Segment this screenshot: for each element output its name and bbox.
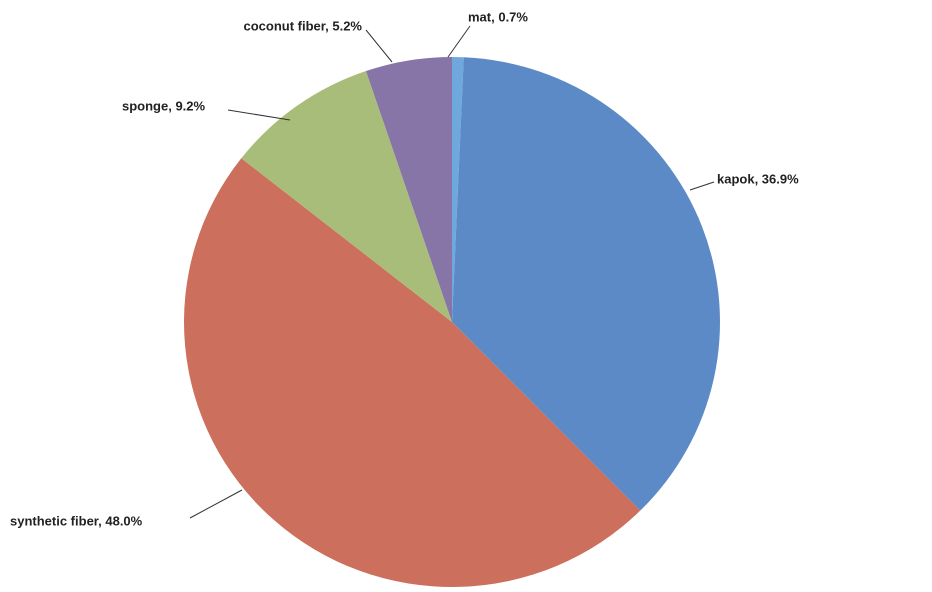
chart: mat, 0.7% kapok, 36.9% synthetic fiber, 48… [0, 0, 932, 592]
data-label: kapok, 36.9% [717, 171, 799, 186]
leader-line [448, 26, 470, 57]
data-label: mat, 0.7% [468, 9, 528, 24]
leader-line [366, 30, 392, 62]
leader-line [690, 182, 714, 190]
data-label: coconut fiber, 5.2% [244, 18, 363, 33]
leader-line [228, 110, 290, 120]
data-label: sponge, 9.2% [122, 98, 206, 113]
data-label: synthetic fiber, 48.0% [10, 513, 143, 528]
leader-line [190, 490, 242, 518]
